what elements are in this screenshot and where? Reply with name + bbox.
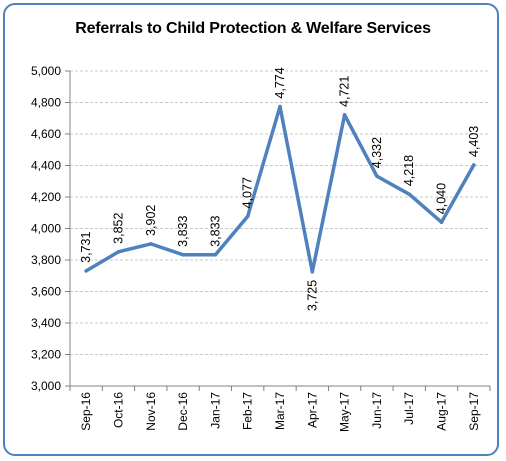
- x-tick-label: Apr-17: [305, 392, 319, 428]
- data-label: 4,403: [467, 126, 481, 157]
- data-point: [213, 253, 218, 257]
- data-label: 4,077: [241, 177, 255, 208]
- series: [84, 104, 476, 274]
- data-point: [342, 113, 347, 117]
- chart-title: Referrals to Child Protection & Welfare …: [75, 20, 431, 37]
- data-point: [181, 253, 185, 257]
- y-tick-label: 3,400: [31, 316, 61, 330]
- axes: [65, 70, 491, 391]
- data-point: [278, 104, 282, 109]
- y-tick-label: 4,200: [31, 190, 61, 204]
- x-tick-label: Dec-16: [176, 392, 190, 431]
- x-tick-label: Sep-17: [467, 392, 481, 431]
- data-label: 4,040: [435, 183, 449, 214]
- x-tick-label: May-17: [338, 392, 352, 432]
- chart-frame: [3, 3, 499, 456]
- y-tick-label: 3,600: [31, 285, 61, 299]
- data-point: [375, 174, 379, 179]
- x-tick-label: Jun-17: [370, 392, 384, 429]
- data-label: 3,833: [176, 215, 190, 246]
- x-tick-label: Jan-17: [208, 392, 222, 429]
- data-point: [245, 214, 250, 219]
- x-tick-label: Feb-17: [241, 392, 255, 430]
- x-tick-labels: Sep-16 Oct-16 Nov-16 Dec-16 Jan-17 Feb-17 Mar-…: [79, 392, 481, 432]
- data-point: [148, 242, 153, 246]
- x-tick-label: Nov-16: [144, 392, 158, 431]
- data-point: [116, 250, 121, 254]
- data-point: [472, 163, 476, 167]
- data-label: 4,332: [370, 137, 384, 168]
- y-tick-label: 3,000: [31, 379, 61, 393]
- data-point: [407, 192, 412, 196]
- data-point: [84, 269, 88, 273]
- data-labels: 3,731 3,852 3,902 3,833 3,833 4,077 4,774 3,725…: [79, 67, 481, 311]
- series-line: [84, 104, 476, 274]
- gridlines: [70, 70, 490, 355]
- data-label: 4,774: [273, 67, 287, 98]
- x-tick-label: Jul-17: [402, 392, 416, 425]
- x-tick-label: Sep-16: [79, 392, 93, 431]
- data-point: [439, 220, 444, 224]
- x-tick-label: Mar-17: [273, 392, 287, 430]
- data-point: [310, 270, 315, 274]
- data-label: 3,852: [111, 212, 125, 243]
- y-tick-label: 5,000: [31, 64, 61, 78]
- x-tick-label: Oct-16: [111, 392, 125, 428]
- data-label: 3,833: [208, 215, 222, 246]
- y-tick-label: 4,000: [31, 222, 61, 236]
- data-label: 3,902: [144, 205, 158, 236]
- y-tick-label: 3,200: [31, 348, 61, 362]
- data-label: 4,218: [402, 155, 416, 186]
- y-tick-label: 4,400: [31, 159, 61, 173]
- y-tick-label: 3,800: [31, 253, 61, 267]
- data-label: 4,721: [338, 76, 352, 107]
- y-tick-label: 4,600: [31, 127, 61, 141]
- y-tick-labels: 3,000 3,200 3,400 3,600 3,800 4,000 4,200 4,400…: [31, 64, 61, 393]
- data-label: 3,725: [305, 280, 319, 311]
- x-tick-label: Aug-17: [435, 392, 449, 431]
- y-tick-label: 4,800: [31, 96, 61, 110]
- data-label: 3,731: [79, 232, 93, 263]
